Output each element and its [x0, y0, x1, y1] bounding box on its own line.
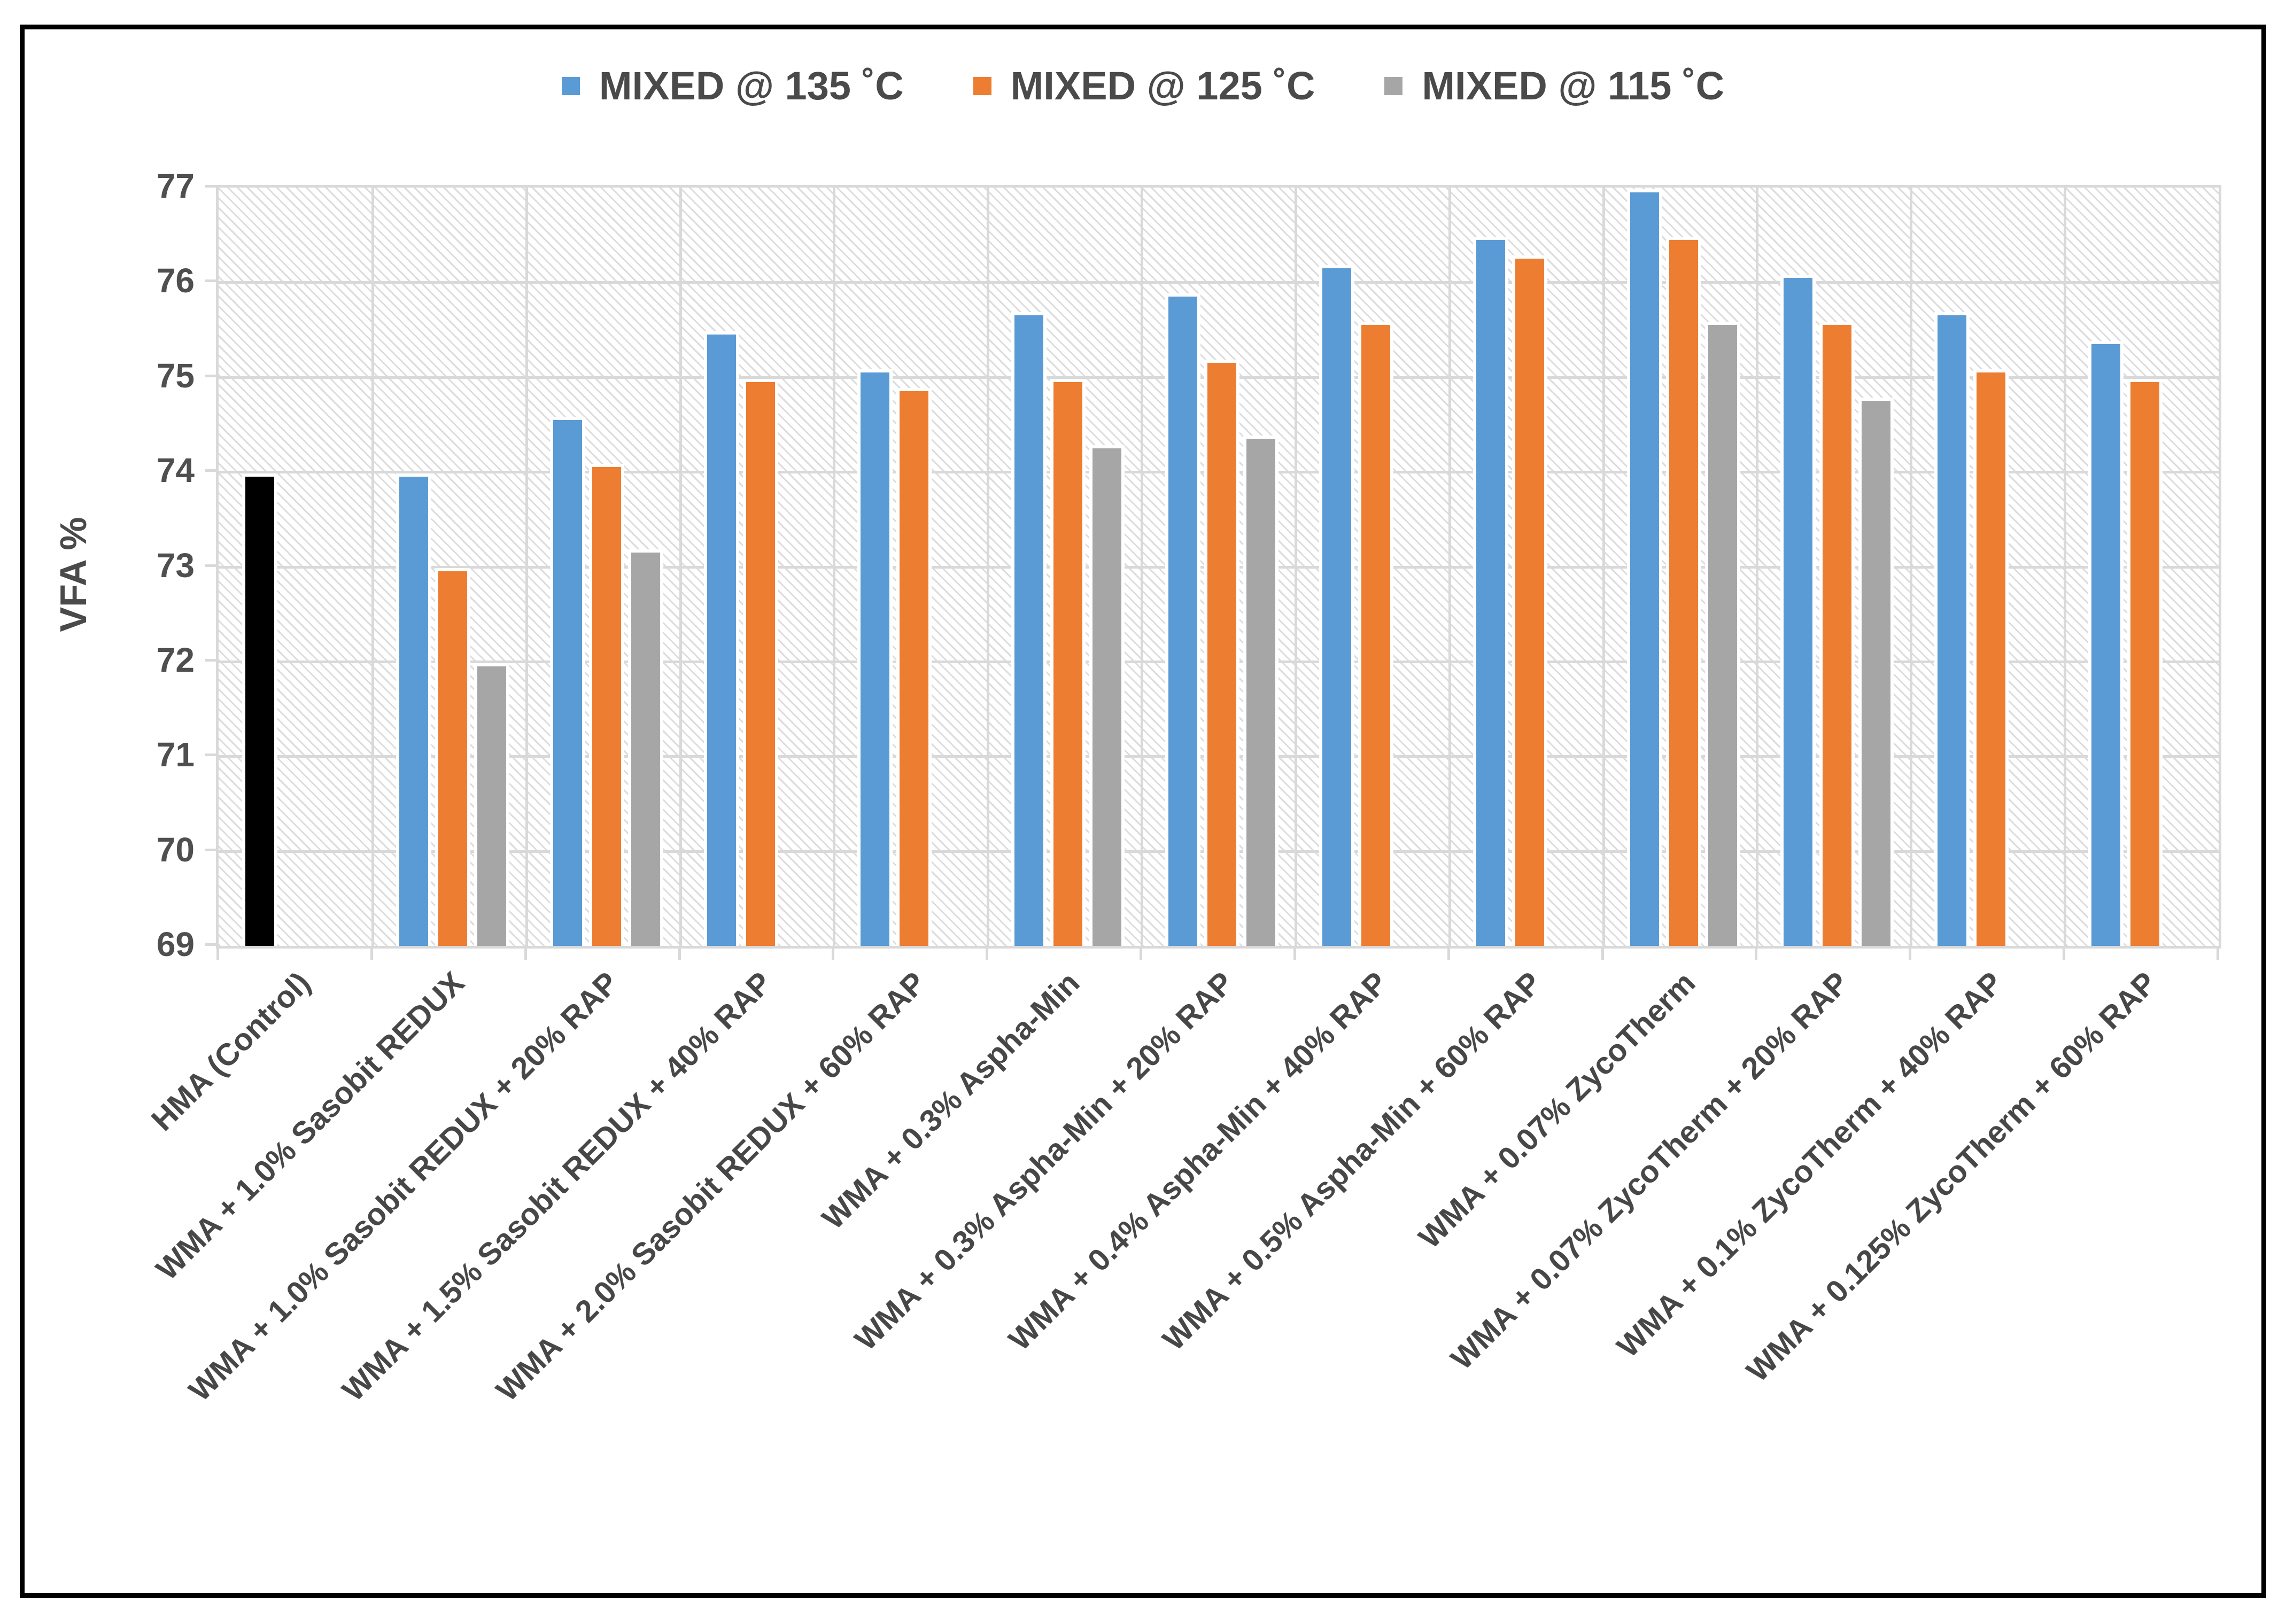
x-tick-icon: [1293, 949, 1296, 960]
v-gridline: [2064, 188, 2067, 946]
x-tick-icon: [1755, 949, 1758, 960]
x-tick-icon: [2217, 949, 2219, 960]
y-tick-icon: [205, 469, 218, 472]
bar: [1319, 265, 1354, 946]
bar: [435, 568, 470, 946]
x-tick-icon: [986, 949, 989, 960]
bar: [1665, 236, 1701, 946]
x-tick-icon: [678, 949, 681, 960]
legend-label: MIXED @ 125 ˚C: [1010, 64, 1315, 108]
bar: [1934, 312, 1970, 946]
y-tick-label: 76: [156, 261, 195, 300]
y-tick-label: 73: [156, 546, 195, 585]
x-tick-icon: [524, 949, 527, 960]
y-tick-icon: [205, 279, 218, 283]
y-tick-label: 70: [156, 830, 195, 869]
bar: [1204, 360, 1240, 946]
legend-item: MIXED @ 115 ˚C: [1384, 63, 1724, 108]
legend-marker: [1384, 76, 1403, 95]
bar: [1780, 274, 1816, 946]
v-gridline: [1294, 188, 1297, 946]
x-tick-icon: [832, 949, 835, 960]
bar: [1089, 445, 1125, 946]
x-tick-icon: [2063, 949, 2066, 960]
y-tick-icon: [205, 658, 218, 662]
bar: [857, 369, 893, 946]
bar: [1358, 322, 1393, 946]
v-gridline: [679, 188, 682, 946]
legend-item: MIXED @ 135 ˚C: [561, 63, 904, 108]
y-tick-icon: [205, 185, 218, 188]
v-gridline: [1141, 188, 1144, 946]
y-tick-icon: [205, 374, 218, 377]
x-tick-icon: [1909, 949, 1912, 960]
bar: [1512, 255, 1547, 946]
v-gridline: [833, 188, 836, 946]
bar: [588, 464, 624, 946]
bar: [396, 473, 431, 946]
bar: [549, 416, 585, 946]
bar: [1973, 369, 2009, 946]
bar: [1050, 378, 1086, 946]
bar: [1704, 322, 1740, 946]
bar: [1165, 293, 1201, 946]
bar: [1819, 322, 1855, 946]
h-gridline: [219, 281, 2219, 284]
bar: [703, 331, 739, 946]
bar: [1626, 189, 1662, 946]
bar: [242, 473, 277, 946]
bar: [1473, 236, 1508, 946]
x-tick-icon: [370, 949, 373, 960]
bar: [2088, 340, 2124, 946]
v-gridline: [371, 188, 374, 946]
legend-item: MIXED @ 125 ˚C: [973, 63, 1315, 108]
bar: [1011, 312, 1047, 946]
x-tick-icon: [216, 949, 219, 960]
y-tick-label: 74: [156, 451, 195, 490]
v-gridline: [1756, 188, 1759, 946]
y-tick-label: 77: [156, 167, 195, 205]
legend-label: MIXED @ 115 ˚C: [1422, 64, 1725, 108]
bar: [2127, 378, 2163, 946]
plot-area: [216, 185, 2221, 949]
bar: [1858, 398, 1894, 946]
bar: [474, 663, 509, 946]
y-tick-icon: [205, 943, 218, 946]
legend-marker: [973, 76, 991, 95]
y-tick-label: 71: [156, 735, 195, 774]
v-gridline: [987, 188, 990, 946]
y-tick-label: 75: [156, 356, 195, 395]
y-tick-icon: [205, 753, 218, 757]
x-tick-icon: [1140, 949, 1143, 960]
legend-marker: [561, 76, 580, 95]
x-tick-icon: [1447, 949, 1450, 960]
y-tick-icon: [205, 564, 218, 567]
legend-label: MIXED @ 135 ˚C: [599, 64, 904, 108]
y-tick-label: 69: [156, 925, 195, 963]
y-tick-label: 72: [156, 640, 195, 679]
v-gridline: [525, 188, 528, 946]
legend: MIXED @ 135 ˚C MIXED @ 125 ˚C MIXED @ 115 …: [0, 63, 2286, 108]
bar: [896, 388, 932, 946]
v-gridline: [1448, 188, 1451, 946]
bar: [1243, 436, 1279, 946]
bar: [742, 378, 778, 946]
x-tick-icon: [1601, 949, 1604, 960]
bar: [627, 549, 663, 946]
v-gridline: [1910, 188, 1913, 946]
v-gridline: [1602, 188, 1605, 946]
y-tick-icon: [205, 848, 218, 851]
